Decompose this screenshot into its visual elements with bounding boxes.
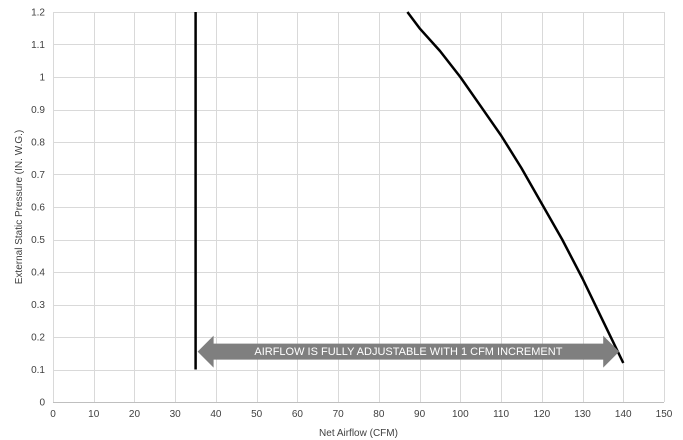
fan-curve-line xyxy=(406,11,625,364)
y-tick-label: 1.1 xyxy=(31,40,45,51)
x-tick-label: 50 xyxy=(251,409,263,420)
y-tick-label: 0.1 xyxy=(31,365,45,376)
x-tick-label: 0 xyxy=(50,409,56,420)
y-tick-label: 0.3 xyxy=(31,300,45,311)
x-tick-label: 130 xyxy=(574,409,591,420)
x-tick-label: 120 xyxy=(533,409,550,420)
x-tick-label: 90 xyxy=(414,409,426,420)
axis-layer: 0 10 20 30 40 50 60 70 80 90 100 110 120 130 140 150 0 0.… xyxy=(31,8,673,421)
x-axis-label: Net Airflow (CFM) xyxy=(319,428,398,439)
x-tick-label: 60 xyxy=(292,409,304,420)
y-tick-label: 0.5 xyxy=(31,235,45,246)
x-tick-label: 30 xyxy=(170,409,182,420)
grid-layer xyxy=(53,12,665,402)
x-tick-label: 20 xyxy=(129,409,141,420)
y-tick-label: 0.2 xyxy=(31,333,45,344)
x-tick-label: 40 xyxy=(210,409,222,420)
series-layer xyxy=(194,11,625,370)
adjustable-range-arrow xyxy=(197,335,620,368)
x-tick-label: 110 xyxy=(493,409,509,420)
y-axis-label: External Static Pressure (IN. W.G.) xyxy=(14,130,25,284)
x-tick-label: 140 xyxy=(615,409,632,420)
x-tick-label: 10 xyxy=(88,409,100,420)
y-tick-label: 1 xyxy=(39,73,45,84)
x-tick-label: 70 xyxy=(333,409,345,420)
y-tick-label: 0.9 xyxy=(31,105,45,116)
y-tick-label: 1.2 xyxy=(31,8,45,19)
x-tick-label: 150 xyxy=(656,409,673,420)
y-tick-label: 0.8 xyxy=(31,138,45,149)
x-tick-label: 80 xyxy=(373,409,385,420)
y-tick-label: 0.6 xyxy=(31,203,45,214)
y-tick-label: 0.4 xyxy=(31,268,45,279)
x-tick-label: 100 xyxy=(452,409,469,420)
y-tick-label: 0.7 xyxy=(31,170,45,181)
annotation-text: AIRFLOW IS FULLY ADJUSTABLE WITH 1 CFM I… xyxy=(254,346,562,358)
annotation-layer: AIRFLOW IS FULLY ADJUSTABLE WITH 1 CFM I… xyxy=(197,335,620,368)
y-tick-label: 0 xyxy=(39,398,45,409)
